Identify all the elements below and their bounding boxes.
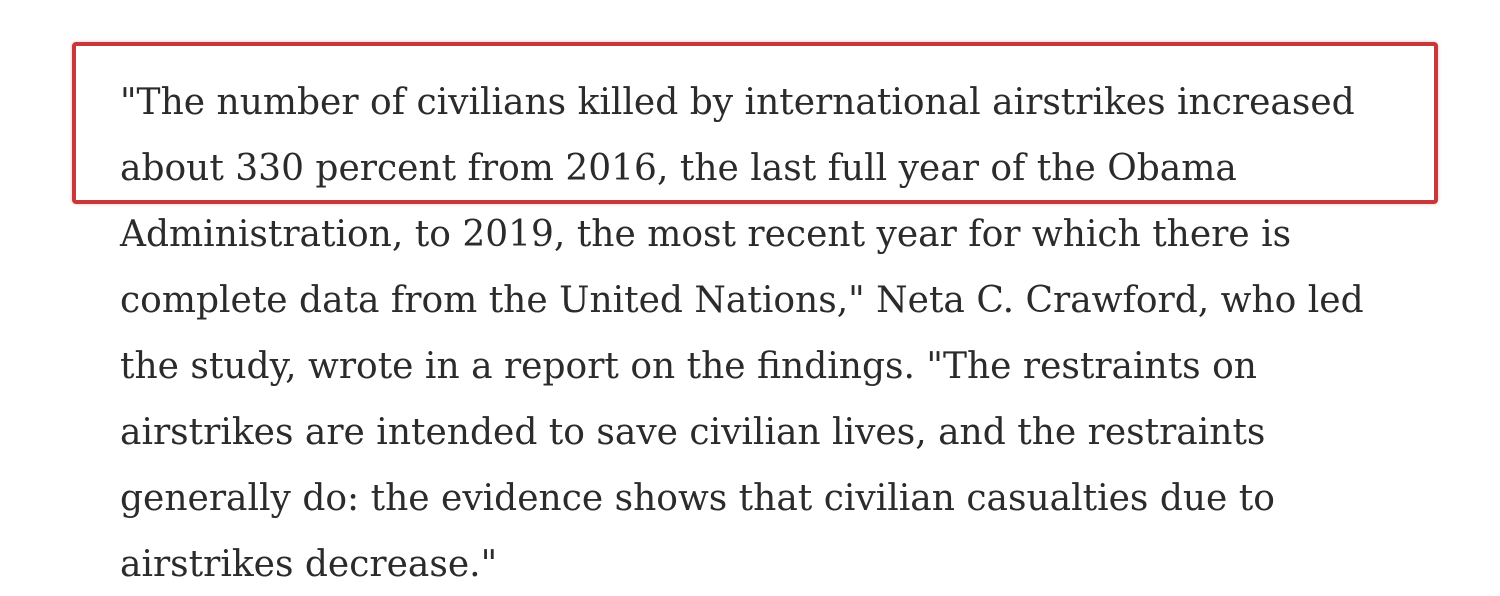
paragraph-line-2: about 330 percent from 2016, the last fu… — [120, 148, 1237, 189]
paragraph-line-7: generally do: the evidence shows that ci… — [120, 478, 1275, 519]
article-paragraph: "The number of civilians killed by inter… — [120, 70, 1440, 596]
paragraph-line-8: airstrikes decrease." — [120, 544, 498, 585]
paragraph-line-4: complete data from the United Nations," … — [120, 280, 1364, 321]
paragraph-line-1: "The number of civilians killed by inter… — [120, 82, 1355, 123]
paragraph-line-5: the study, wrote in a report on the find… — [120, 346, 1257, 387]
paragraph-line-3: Administration, to 2019, the most recent… — [120, 214, 1292, 255]
paragraph-line-6: airstrikes are intended to save civilian… — [120, 412, 1266, 453]
